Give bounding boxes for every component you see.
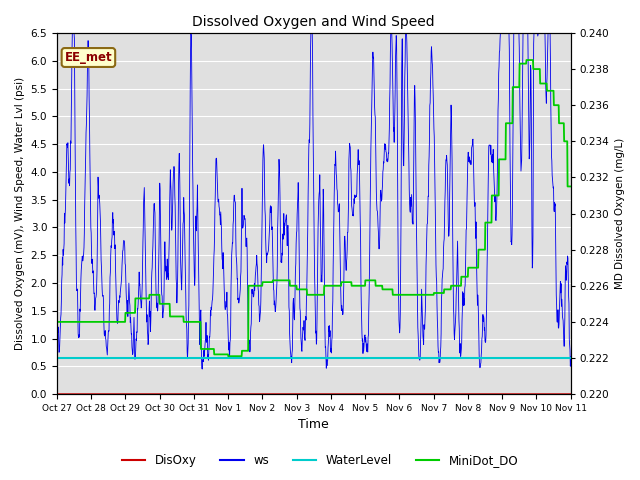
Title: Dissolved Oxygen and Wind Speed: Dissolved Oxygen and Wind Speed — [193, 15, 435, 29]
Text: EE_met: EE_met — [65, 51, 112, 64]
Legend: DisOxy, ws, WaterLevel, MiniDot_DO: DisOxy, ws, WaterLevel, MiniDot_DO — [117, 449, 523, 472]
Y-axis label: Dissolved Oxygen (mV), Wind Speed, Water Lvl (psi): Dissolved Oxygen (mV), Wind Speed, Water… — [15, 77, 25, 350]
Y-axis label: MD Dissolved Oxygen (mg/L): MD Dissolved Oxygen (mg/L) — [615, 138, 625, 289]
X-axis label: Time: Time — [298, 419, 329, 432]
